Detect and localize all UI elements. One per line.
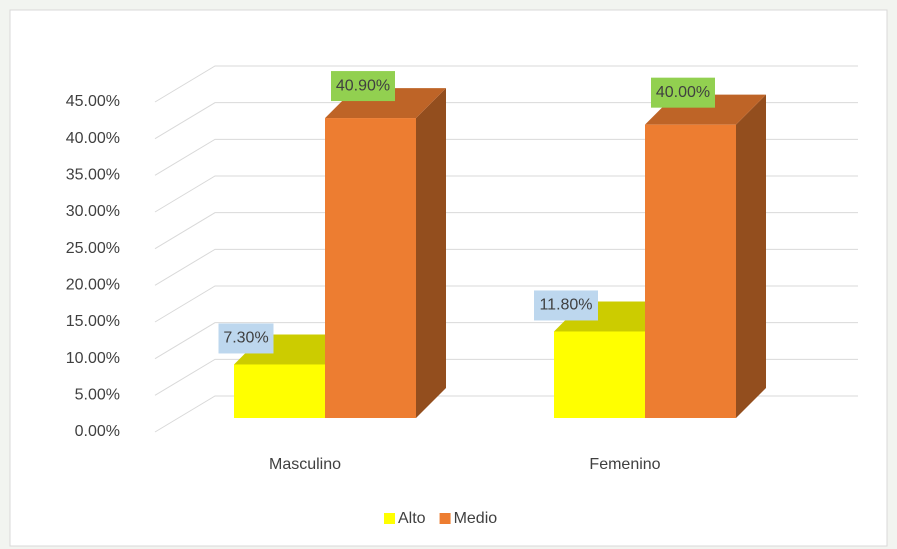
y-tick-label: 30.00% (66, 203, 120, 220)
grid-line (154, 175, 858, 213)
grid-line (154, 102, 858, 140)
data-label: 40.90% (336, 77, 390, 94)
x-tick-label: Femenino (589, 456, 660, 473)
legend-label: Alto (398, 510, 426, 527)
grid-line (154, 248, 858, 286)
data-label: 7.30% (223, 330, 268, 347)
legend-swatch (439, 513, 451, 524)
y-tick-label: 20.00% (66, 277, 120, 294)
bar-side (736, 94, 766, 419)
data-label-box (534, 290, 598, 321)
bar (325, 118, 416, 419)
bar-side (416, 88, 446, 419)
bar (554, 331, 645, 418)
y-tick-label: 45.00% (66, 93, 120, 110)
data-label-box (218, 323, 274, 354)
y-tick-label: 10.00% (66, 350, 120, 367)
grid-line (154, 212, 858, 250)
y-tick-label: 40.00% (66, 130, 120, 147)
grid-line (154, 65, 858, 103)
grid-line (154, 138, 858, 176)
y-tick-label: 35.00% (66, 167, 120, 184)
bar (234, 364, 325, 418)
y-tick-label: 5.00% (75, 387, 120, 404)
y-tick-label: 15.00% (66, 313, 120, 330)
bar (645, 124, 736, 419)
data-label: 40.00% (656, 84, 710, 101)
data-label-box (331, 71, 395, 102)
y-tick-label: 0.00% (75, 423, 120, 440)
y-tick-label: 25.00% (66, 240, 120, 257)
grid-line (154, 285, 858, 323)
x-tick-label: Masculino (269, 456, 341, 473)
data-label: 11.80% (539, 297, 592, 314)
legend-label: Medio (454, 510, 498, 527)
data-label-box (651, 77, 715, 108)
legend-swatch (384, 513, 395, 524)
